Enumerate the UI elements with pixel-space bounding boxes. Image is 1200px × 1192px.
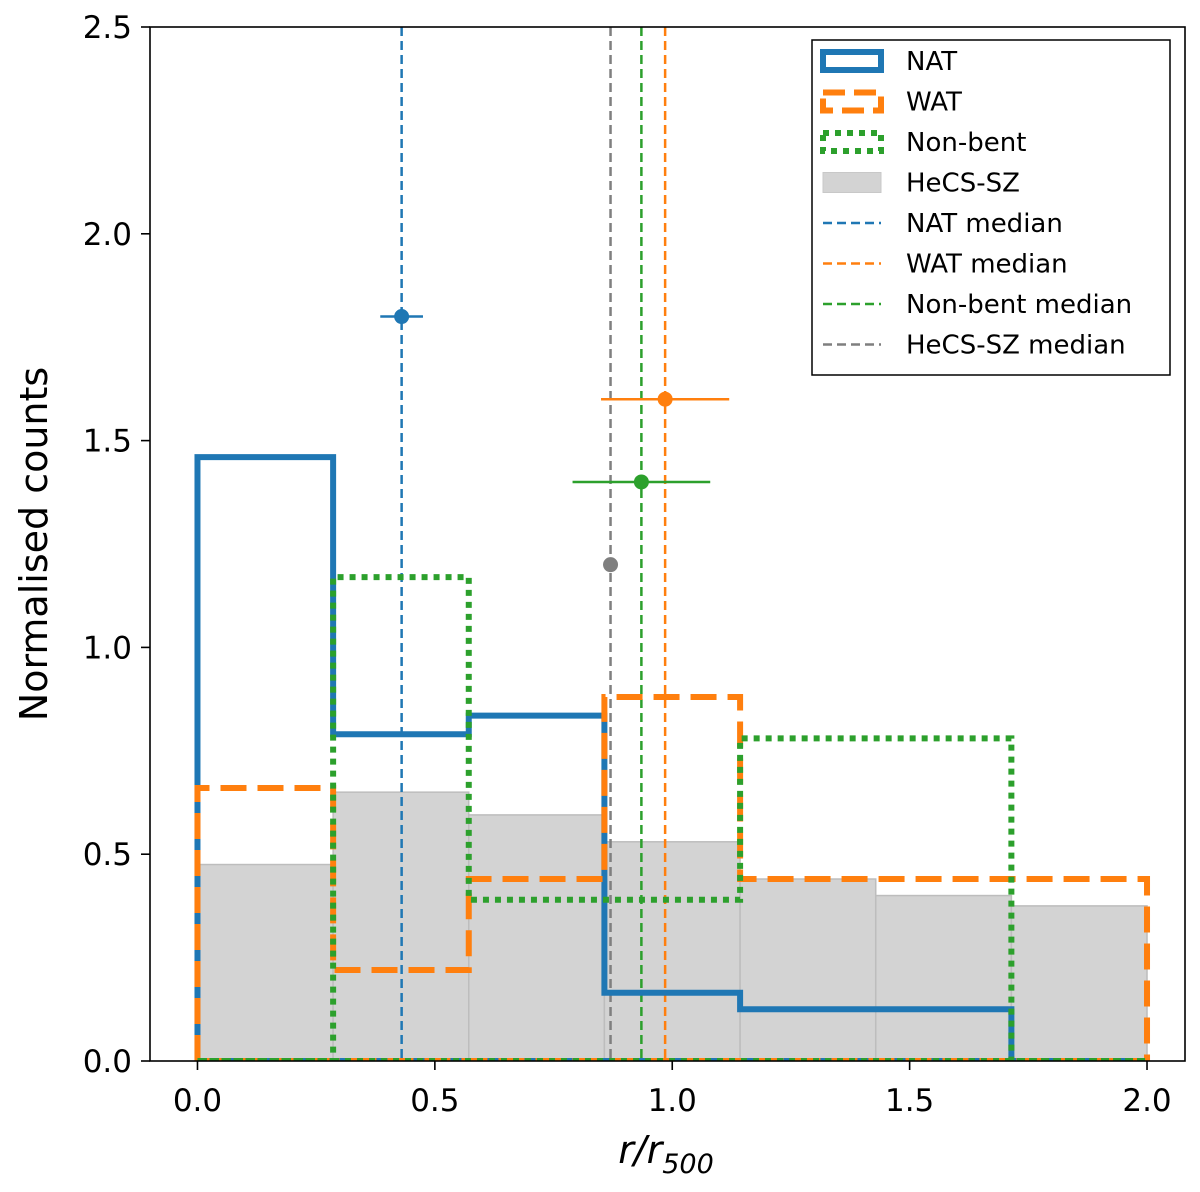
legend-label-wat-median: WAT median [906, 250, 1068, 280]
median-point-3 [603, 557, 619, 573]
legend-label-nat-median: NAT median [906, 209, 1063, 239]
series-step-wat [194, 694, 1151, 1061]
x-tick-label-0: 0.0 [173, 1083, 222, 1119]
hecs-sz-histogram [196, 791, 1148, 1061]
y-tick-label-0: 0.0 [83, 1044, 132, 1080]
y-axis-title: Normalised counts [12, 367, 56, 721]
y-tick-label-1: 0.5 [83, 837, 132, 873]
legend: NAT WAT Non-bent HeCS-SZ NAT median WAT media… [811, 39, 1171, 376]
median-lines [400, 27, 667, 1061]
legend-label-wat: WAT [906, 88, 962, 118]
x-tick-label-2: 1.0 [648, 1083, 697, 1119]
y-tick-label-5: 2.5 [83, 10, 132, 46]
legend-swatch-nat [820, 49, 884, 73]
y-tick-label-4: 2.0 [83, 217, 132, 253]
plot-frame [149, 26, 1186, 1062]
hecs-sz-bar-2 [468, 814, 606, 1061]
y-axis-ticks: 0.0 0.5 1.0 1.5 2.0 2.5 [83, 10, 150, 1080]
legend-swatch-hecs-sz [822, 172, 882, 193]
legend-label-non-bent: Non-bent [906, 128, 1026, 158]
median-markers [380, 309, 730, 573]
hecs-sz-bar-0 [196, 863, 334, 1061]
legend-label-nat: NAT [906, 47, 957, 77]
hecs-sz-bar-3 [603, 841, 741, 1061]
hecs-sz-bar-4 [739, 878, 877, 1061]
hecs-sz-bar-5 [874, 894, 1013, 1061]
legend-box [811, 39, 1171, 376]
median-point-1 [657, 391, 673, 407]
x-axis-ticks: 0.0 0.5 1.0 1.5 2.0 [173, 1061, 1172, 1119]
histogram-series [194, 454, 1151, 1061]
x-tick-label-4: 2.0 [1122, 1083, 1171, 1119]
legend-label-hecs-sz: HeCS-SZ [906, 169, 1020, 199]
y-tick-label-3: 1.5 [83, 424, 132, 460]
y-tick-label-2: 1.0 [83, 630, 132, 666]
x-tick-label-3: 1.5 [885, 1083, 934, 1119]
x-axis-title: r/r500 [618, 1128, 714, 1180]
legend-swatch-wat [820, 89, 884, 114]
median-point-2 [633, 474, 649, 490]
legend-label-non-bent-median: Non-bent median [906, 290, 1132, 320]
hecs-sz-bar-6 [1010, 905, 1148, 1061]
legend-label-hecs-sz-median: HeCS-SZ median [906, 331, 1126, 361]
median-point-0 [394, 309, 410, 325]
x-tick-label-1: 0.5 [410, 1083, 459, 1119]
series-step-non-bent [197, 574, 1148, 1061]
legend-swatch-non-bent [820, 130, 884, 154]
series-step-nat [194, 454, 1148, 1061]
